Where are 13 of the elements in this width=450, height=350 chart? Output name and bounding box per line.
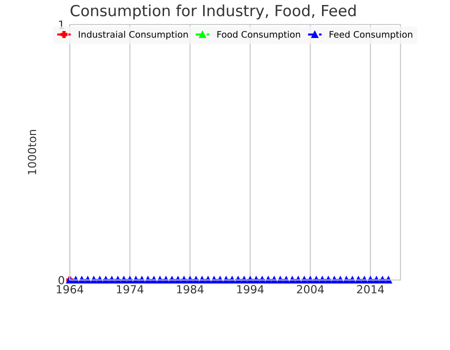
- legend-label: Food Consumption: [217, 30, 300, 40]
- chart-title: Consumption for Industry, Food, Feed: [70, 4, 356, 20]
- legend-label: Feed Consumption: [330, 30, 412, 40]
- x-tick-label: 1994: [237, 285, 264, 294]
- x-tick-label: 2004: [296, 285, 324, 294]
- x-tick-label: 1984: [177, 285, 204, 294]
- x-tick-label: 1974: [116, 285, 144, 294]
- y-tick-label: 1: [59, 20, 64, 29]
- legend-label: Industraial Consumption: [78, 30, 188, 40]
- y-tick-label: 0: [58, 276, 64, 284]
- x-tick-label: 2014: [357, 285, 384, 294]
- y-axis-title: 1000ton: [28, 130, 36, 174]
- x-tick-label: 1964: [56, 285, 84, 294]
